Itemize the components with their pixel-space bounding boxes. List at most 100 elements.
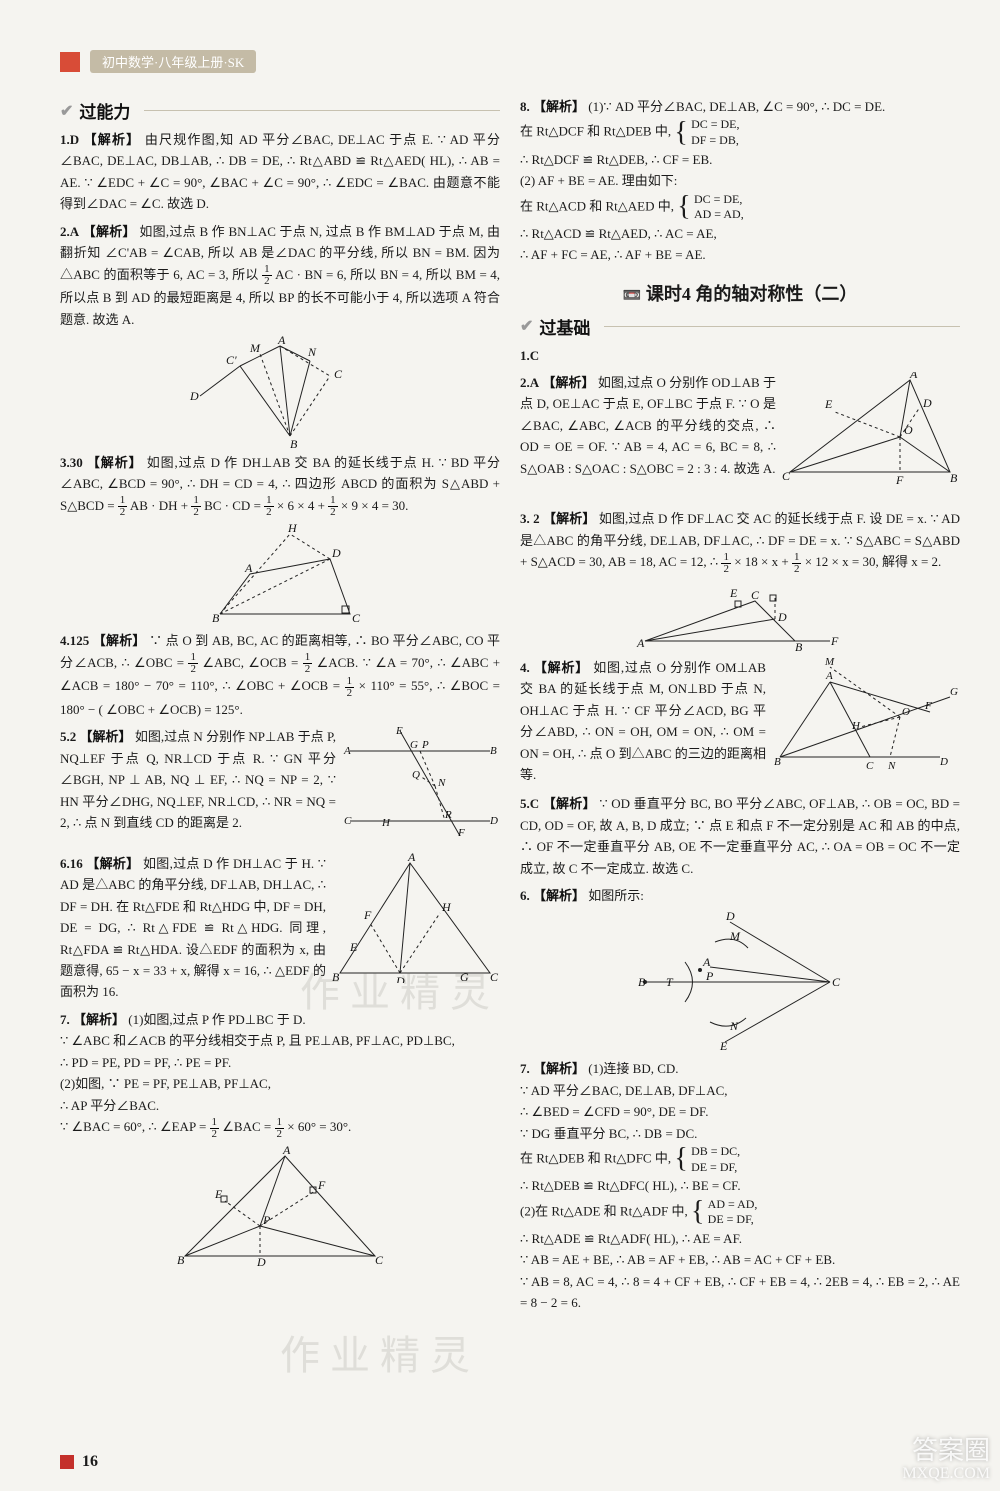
- svg-text:B: B: [290, 437, 298, 451]
- svg-text:M: M: [249, 341, 261, 355]
- b2-figure: A B C D E F O: [780, 372, 960, 498]
- svg-text:D: D: [725, 909, 735, 923]
- svg-text:D: D: [256, 1255, 266, 1269]
- svg-text:B: B: [177, 1253, 185, 1267]
- page-body: ✔ 过能力 1.D 【解析】 由尺规作图,知 AD 平分∠BAC, DE⊥AC …: [0, 0, 1000, 1380]
- svg-text:O: O: [902, 706, 910, 718]
- right-column: 8. 【解析】 (1)∵ AD 平分∠BAC, DE⊥AB, ∠C = 90°,…: [520, 90, 960, 1320]
- b4-figure: A B C D F G H M N O: [770, 657, 960, 783]
- svg-text:A: A: [407, 853, 416, 864]
- svg-text:E: E: [824, 397, 833, 411]
- svg-text:M: M: [729, 929, 741, 943]
- svg-text:N: N: [307, 345, 317, 359]
- footer-square-icon: [60, 1455, 74, 1469]
- svg-text:D: D: [331, 546, 341, 560]
- b6: 6. 【解析】 如图所示:: [520, 885, 960, 906]
- svg-text:A: A: [282, 1143, 291, 1157]
- b3-figure: A B C D E F: [520, 581, 960, 651]
- svg-text:F: F: [830, 634, 839, 648]
- q8: 8. 【解析】 (1)∵ AD 平分∠BAC, DE⊥AB, ∠C = 90°,…: [520, 96, 960, 266]
- svg-text:A: A: [825, 670, 833, 682]
- svg-text:F: F: [895, 473, 904, 487]
- svg-text:H: H: [381, 817, 391, 829]
- svg-text:C: C: [375, 1253, 384, 1267]
- svg-text:B: B: [795, 640, 803, 654]
- svg-text:G: G: [950, 686, 958, 698]
- divider: [144, 110, 500, 111]
- svg-text:D: D: [395, 974, 405, 983]
- check-icon: ✔: [60, 101, 73, 121]
- svg-text:C: C: [832, 975, 841, 989]
- svg-text:P: P: [421, 739, 429, 751]
- svg-text:A: A: [244, 561, 253, 575]
- svg-text:P: P: [705, 969, 714, 983]
- svg-text:C: C: [490, 970, 499, 983]
- b7: 7. 【解析】 (1)连接 BD, CD. ∵ AD 平分∠BAC, DE⊥AB…: [520, 1058, 960, 1313]
- svg-text:C: C: [751, 588, 760, 602]
- svg-text:H: H: [287, 521, 298, 535]
- svg-text:F: F: [457, 827, 465, 836]
- svg-text:B: B: [332, 970, 340, 983]
- lesson-title: 📼 课时4 角的轴对称性（二）: [520, 280, 960, 306]
- svg-text:H: H: [441, 900, 452, 914]
- svg-text:A: A: [636, 636, 645, 650]
- svg-text:B: B: [774, 756, 781, 768]
- svg-text:D: D: [777, 610, 787, 624]
- svg-text:G: G: [460, 970, 469, 983]
- svg-text:D: D: [922, 396, 932, 410]
- b5: 5.C 【解析】 ∵ OD 垂直平分 BC, BO 平分∠ABC, OF⊥AB,…: [520, 793, 960, 879]
- section-title: 过能力: [79, 98, 130, 123]
- svg-text:D: D: [189, 389, 199, 403]
- svg-text:N: N: [729, 1019, 739, 1033]
- book-label: 初中数学·八年级上册·SK: [90, 50, 256, 73]
- svg-text:C: C: [344, 815, 352, 827]
- page-number: 16: [82, 1453, 98, 1471]
- q7: 7. 【解析】 (1)如图,过点 P 作 PD⊥BC 于 D. ∵ ∠ABC 和…: [60, 1009, 500, 1140]
- q3: 3.30 【解析】 如图,过点 D 作 DH⊥AB 交 BA 的延长线于点 H.…: [60, 452, 500, 518]
- svg-text:F: F: [317, 1178, 326, 1192]
- svg-text:G: G: [410, 739, 418, 751]
- svg-text:E: E: [729, 586, 738, 600]
- svg-text:E: E: [214, 1187, 223, 1201]
- b3: 3. 2 【解析】 如图,过点 D 作 DF⊥AC 交 AC 的延长线于点 F.…: [520, 508, 960, 574]
- q3-figure: A B C D H: [60, 524, 500, 624]
- check-icon: ✔: [520, 316, 533, 336]
- svg-text:B: B: [212, 611, 220, 625]
- svg-text:M: M: [824, 657, 835, 668]
- q2-figure: A B C C' D M N: [60, 336, 500, 446]
- svg-text:C: C: [352, 611, 361, 625]
- svg-text:N: N: [887, 760, 896, 772]
- q1: 1.D 【解析】 由尺规作图,知 AD 平分∠BAC, DE⊥AC 于点 E. …: [60, 129, 500, 215]
- b1: 1.C: [520, 345, 960, 366]
- q5-figure: A B C D E F G H N P Q R: [340, 726, 500, 842]
- svg-text:O: O: [904, 423, 913, 437]
- svg-text:B: B: [490, 745, 497, 757]
- q6-figure: A B C D E F G H: [330, 853, 500, 989]
- svg-text:Q: Q: [412, 769, 420, 781]
- svg-text:C: C: [782, 469, 791, 483]
- svg-text:D: D: [939, 756, 948, 768]
- section-basics: ✔ 过基础: [520, 314, 960, 339]
- svg-text:F: F: [363, 908, 372, 922]
- svg-text:N: N: [437, 777, 446, 789]
- q7-figure: A B C D E F P: [60, 1146, 500, 1266]
- svg-text:R: R: [444, 809, 452, 821]
- svg-text:H: H: [851, 720, 861, 732]
- page-footer: 16: [60, 1453, 98, 1471]
- svg-text:E: E: [395, 726, 403, 737]
- svg-text:A: A: [909, 372, 918, 381]
- svg-text:C: C: [334, 367, 343, 381]
- corner-watermark: 答案圈 MXQE.COM: [902, 1437, 990, 1483]
- svg-text:B: B: [638, 975, 646, 989]
- svg-text:B: B: [950, 471, 958, 485]
- b2: A B C D E F O 2.A 【解析】 如图,过点 O 分别作 OD⊥AB…: [520, 372, 960, 502]
- svg-text:D: D: [489, 815, 498, 827]
- fraction: 12: [262, 264, 272, 287]
- section-ability: ✔ 过能力: [60, 98, 500, 123]
- b6-figure: A B C D E M N P T: [520, 912, 960, 1052]
- q4: 4.125 【解析】 ∵ 点 O 到 AB, BC, AC 的距离相等, ∴ B…: [60, 630, 500, 720]
- b4: A B C D F G H M N O 4. 【解析】 如图,过点 O 分别作 …: [520, 657, 960, 787]
- q6: A B C D E F G H 6.16 【解析】 如图,过点 D 作 DH⊥A…: [60, 853, 500, 1003]
- q5: A B C D E F G H N P Q R 5.2 【: [60, 726, 500, 846]
- logo-icon: [60, 52, 80, 72]
